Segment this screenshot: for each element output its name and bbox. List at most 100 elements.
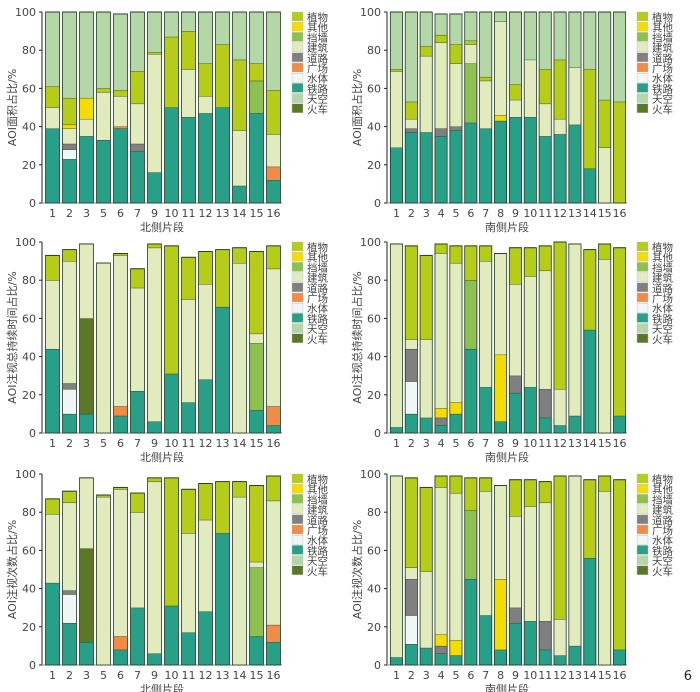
bar-segment-建筑 (45, 107, 60, 129)
bar-2 (404, 477, 418, 666)
y-tick-label: 80 (22, 274, 36, 287)
bar-1 (45, 11, 60, 204)
bar-segment-植物 (598, 243, 611, 260)
bar-segment-铁路 (113, 128, 128, 203)
bar-5 (449, 475, 463, 666)
bar-segment-建筑 (113, 96, 128, 127)
bar-outline (232, 481, 247, 666)
bar-segment-天空 (464, 12, 477, 41)
bar-segment-建筑 (568, 475, 582, 646)
legend-swatch-火车 (291, 103, 304, 114)
bar-segment-铁路 (613, 415, 626, 433)
bar-segment-建筑 (509, 516, 522, 608)
legend-swatch-植物 (291, 473, 304, 484)
bar-segment-道路 (62, 590, 77, 595)
bar-segment-建筑 (62, 502, 77, 591)
bar-segment-植物 (249, 485, 264, 562)
bar-segment-植物 (232, 59, 247, 131)
x-tick-label: 14 (583, 207, 597, 220)
bar-segment-建筑 (232, 496, 247, 665)
bar-segment-建筑 (390, 475, 403, 658)
legend-label: 植物 (652, 11, 673, 24)
bar-outline (419, 254, 433, 434)
bar-segment-建筑 (79, 243, 94, 319)
bar-segment-植物 (420, 487, 433, 572)
bar-segment-建筑 (420, 55, 433, 133)
bar-segment-水体 (62, 594, 77, 623)
bar-5 (449, 13, 463, 204)
y-tick-label: 60 (367, 544, 381, 557)
legend-swatch-其他 (291, 484, 304, 494)
legend-swatch-植物 (636, 241, 649, 252)
bar-outline (449, 245, 463, 434)
bar-segment-天空 (553, 12, 567, 60)
bar-outline (538, 11, 552, 204)
bar-6 (464, 245, 478, 434)
bar-segment-铁路 (62, 159, 77, 203)
bar-segment-铁路 (249, 113, 264, 203)
bar-segment-铁路 (164, 605, 179, 665)
legend-label: 铁路 (307, 544, 328, 557)
bar-7 (479, 11, 493, 204)
bar-15 (598, 11, 612, 204)
bar-segment-天空 (568, 12, 582, 68)
x-tick-label: 3 (83, 437, 90, 450)
bar-segment-天空 (524, 12, 537, 60)
bar-segment-建筑 (598, 147, 611, 203)
x-tick-label: 4 (438, 669, 445, 682)
bar-outline (508, 247, 522, 434)
bar-11 (538, 11, 552, 204)
bar-segment-铁路 (539, 649, 552, 665)
bar-outline (215, 11, 230, 204)
bar-segment-建筑 (147, 481, 162, 654)
bar-segment-植物 (45, 86, 60, 108)
x-tick-label: 11 (182, 207, 196, 220)
bar-segment-植物 (598, 475, 611, 492)
x-tick-label: 6 (117, 437, 124, 450)
legend-swatch-天空 (636, 323, 649, 333)
x-tick-label: 5 (100, 437, 107, 450)
bar-segment-建筑 (405, 339, 418, 349)
legend-swatch-天空 (636, 555, 649, 565)
bar-segment-建筑 (509, 284, 522, 376)
bar-segment-植物 (405, 101, 418, 119)
bar-5 (449, 245, 463, 434)
bar-outline (479, 245, 493, 434)
bar-segment-铁路 (198, 379, 213, 433)
legend-swatch-道路 (291, 52, 304, 62)
legend-label: 天空 (307, 555, 328, 568)
y-tick-label: 80 (367, 506, 381, 519)
bar-segment-植物 (583, 479, 596, 559)
x-tick-label: 7 (134, 437, 141, 450)
bar-12 (553, 241, 567, 434)
bar-segment-建筑 (390, 71, 403, 148)
bar-segment-建筑 (249, 561, 264, 568)
bar-segment-其他 (434, 408, 448, 418)
legend-label: 水体 (652, 535, 673, 547)
bar-segment-铁路 (79, 413, 94, 433)
bar-outline (113, 253, 128, 434)
x-tick-label: 16 (267, 437, 281, 450)
bar-segment-建筑 (568, 243, 582, 416)
bar-segment-道路 (434, 417, 448, 426)
bar-segment-铁路 (130, 390, 145, 433)
bar-segment-建筑 (553, 389, 567, 426)
bar-segment-水体 (62, 149, 77, 160)
x-axis-label: 南侧片段 (485, 220, 529, 234)
bar-segment-铁路 (181, 117, 196, 203)
legend-label: 其他 (307, 21, 328, 34)
legend-swatch-广场 (636, 292, 649, 303)
bar-segment-铁路 (181, 402, 196, 433)
y-tick-label: 100 (360, 6, 381, 19)
bar-segment-天空 (479, 12, 492, 77)
legend-label: 道路 (307, 52, 328, 65)
y-tick-label: 40 (367, 583, 381, 596)
bar-outline (147, 11, 162, 204)
bar-outline (389, 475, 403, 666)
bar-segment-铁路 (164, 107, 179, 203)
bar-16 (613, 479, 627, 666)
